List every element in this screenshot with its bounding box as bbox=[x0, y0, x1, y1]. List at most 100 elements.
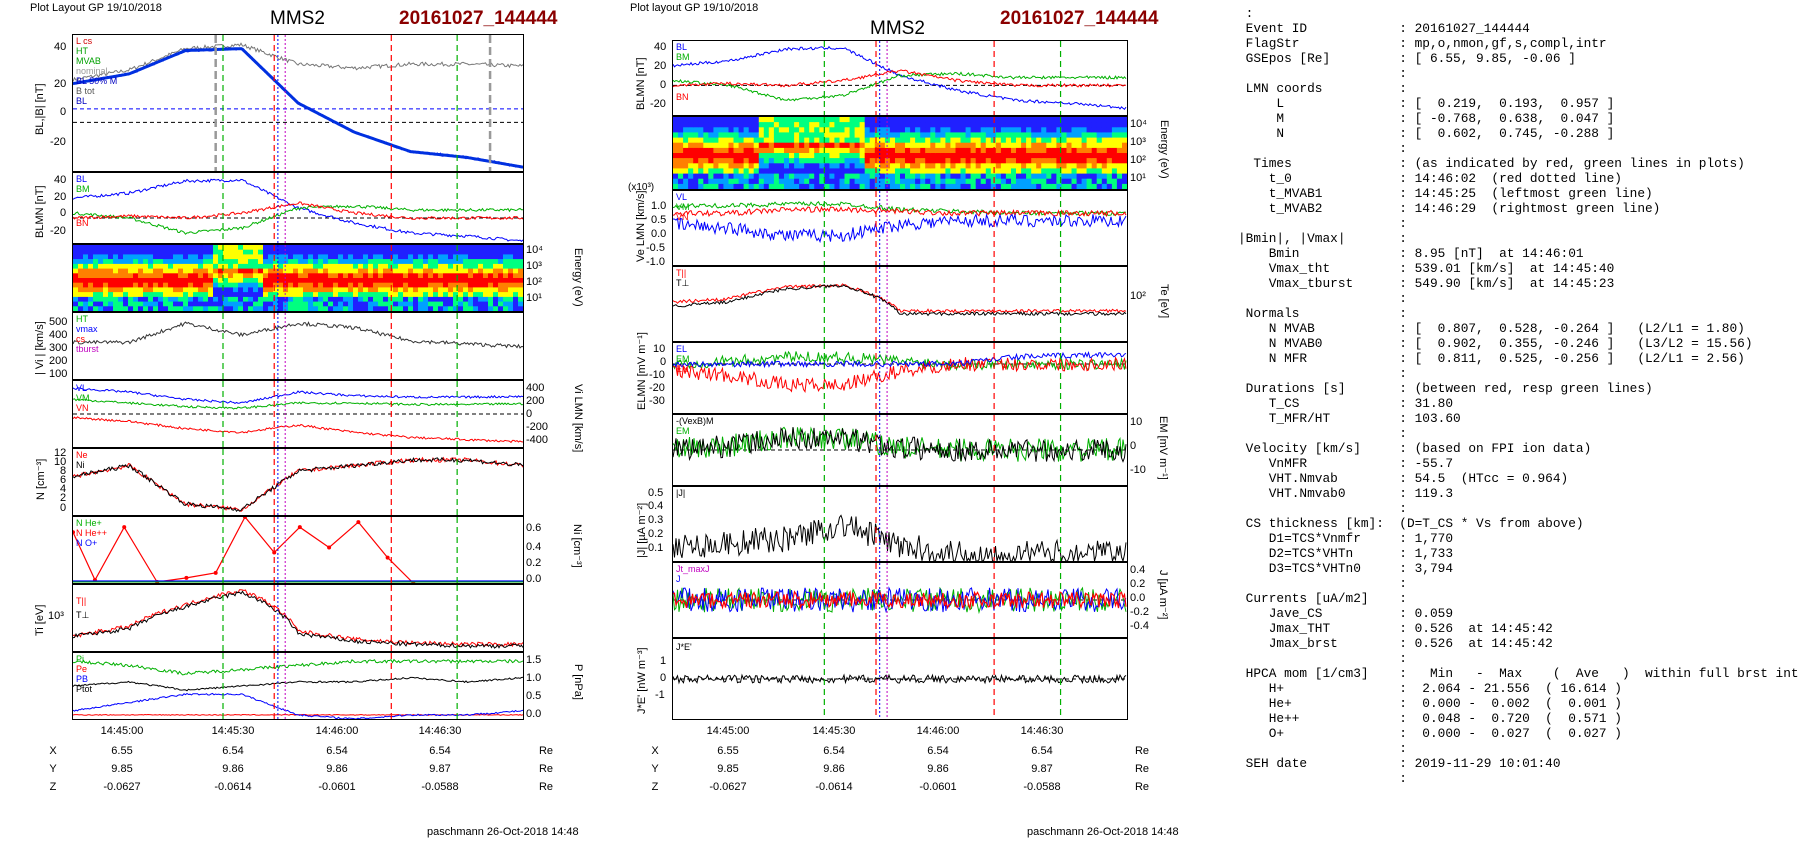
spectrogram-cell bbox=[513, 268, 519, 274]
info-line: N MFR : [ 0.811, 0.525, -0.256 ] (L2/L1 … bbox=[1238, 351, 1745, 366]
spectrogram-cell bbox=[809, 127, 815, 133]
spectrogram-cell bbox=[789, 117, 795, 123]
spectrogram-cell bbox=[103, 278, 109, 284]
spectrogram-cell bbox=[1061, 147, 1067, 154]
spectrogram-cell bbox=[228, 249, 234, 255]
spectrogram-cell bbox=[238, 268, 244, 274]
spectrogram-cell bbox=[493, 287, 499, 293]
spectrogram-cell bbox=[1051, 122, 1057, 128]
spectrogram-cell bbox=[723, 117, 729, 123]
spectrogram-cell bbox=[819, 163, 825, 169]
spectrogram-cell bbox=[298, 259, 304, 265]
spectrogram-cell bbox=[1111, 153, 1118, 159]
spectrogram-cell bbox=[308, 268, 314, 274]
spectrogram-cell bbox=[508, 301, 514, 307]
spectrogram-cell bbox=[970, 173, 977, 180]
tick: 0.4 bbox=[648, 500, 664, 512]
spectrogram-cell bbox=[698, 178, 704, 185]
spectrogram-cell bbox=[288, 268, 294, 274]
legend-item: Ni bbox=[76, 460, 85, 470]
spectrogram-cell bbox=[213, 282, 219, 288]
spectrogram-cell bbox=[733, 127, 739, 133]
spectrogram-cell bbox=[920, 153, 926, 159]
spectrogram-cell bbox=[378, 287, 384, 293]
spectrogram-cell bbox=[970, 142, 977, 149]
spectrogram-cell bbox=[723, 168, 729, 174]
spectrogram-cell bbox=[768, 147, 775, 154]
spectrogram-cell bbox=[163, 292, 169, 298]
right-em-ylabel: EM [mV m⁻¹] bbox=[1157, 416, 1169, 480]
spectrogram-cell bbox=[88, 263, 94, 270]
tick: 0.5 bbox=[651, 214, 667, 226]
spectrogram-cell bbox=[338, 292, 344, 298]
spectrogram-cell bbox=[473, 287, 479, 293]
spectrogram-cell bbox=[138, 263, 144, 270]
tick: 10¹ bbox=[1130, 172, 1146, 184]
spectrogram-cell bbox=[403, 278, 409, 284]
spectrogram-cell bbox=[443, 282, 449, 288]
spectrogram-cell bbox=[403, 296, 409, 303]
spectrogram-cell bbox=[378, 296, 384, 303]
spectrogram-cell bbox=[930, 117, 936, 123]
spectrogram-cell bbox=[228, 273, 234, 279]
spectrogram-cell bbox=[338, 259, 344, 265]
spectrogram-cell bbox=[1051, 132, 1057, 138]
spectrogram-cell bbox=[995, 117, 1002, 123]
spectrogram-cell bbox=[128, 273, 134, 279]
spectrogram-cell bbox=[78, 268, 84, 274]
spectrogram-cell bbox=[804, 147, 810, 154]
spectrogram-cell bbox=[1031, 132, 1037, 138]
spectrogram-cell bbox=[1046, 137, 1052, 144]
spectrogram-cell bbox=[678, 178, 684, 185]
spectrogram-cell bbox=[173, 263, 179, 270]
spectrogram-cell bbox=[433, 301, 439, 307]
spectrogram-cell bbox=[905, 137, 911, 144]
left-vi-ylabel: | Vi | [km/s] bbox=[34, 321, 46, 375]
spectrogram-cell bbox=[1071, 142, 1077, 149]
spectrogram-cell bbox=[188, 296, 194, 303]
spectrogram-cell bbox=[1000, 137, 1007, 144]
spectrogram-cell bbox=[353, 287, 359, 293]
spectrogram-cell bbox=[824, 173, 830, 180]
left-vi-legend: HT vmax cs tburst bbox=[76, 314, 99, 354]
position-value: 6.54 bbox=[927, 745, 949, 757]
spectrogram-cell bbox=[218, 263, 224, 270]
spectrogram-cell bbox=[183, 282, 189, 288]
spectrogram-cell bbox=[678, 147, 684, 154]
spectrogram-cell bbox=[373, 301, 379, 307]
spectrogram-cell bbox=[78, 292, 84, 298]
spectrogram-cell bbox=[173, 245, 179, 251]
spectrogram-cell bbox=[980, 168, 987, 174]
spectrogram-cell bbox=[920, 132, 926, 138]
spectrogram-cell bbox=[930, 142, 936, 149]
spectrogram-cell bbox=[905, 132, 911, 138]
spectrogram-cell bbox=[428, 273, 434, 279]
spectrogram-cell bbox=[708, 122, 714, 128]
spectrogram-cell bbox=[193, 263, 199, 270]
spectrogram-cell bbox=[153, 282, 159, 288]
spectrogram-cell bbox=[483, 306, 489, 311]
spectrogram-cell bbox=[508, 268, 514, 274]
spectrogram-cell bbox=[323, 273, 329, 279]
spectrogram-cell bbox=[698, 153, 704, 159]
nhepp-point bbox=[327, 545, 332, 550]
position-unit: Re bbox=[538, 745, 554, 757]
spectrogram-cell bbox=[418, 287, 424, 293]
spectrogram-cell bbox=[123, 273, 129, 279]
info-line: Jave_CS : 0.059 bbox=[1238, 606, 1454, 621]
spectrogram-cell bbox=[789, 173, 795, 180]
tick: 0.1 bbox=[648, 542, 664, 554]
right-e-ylabel: ELMN [mV m⁻¹] bbox=[636, 332, 648, 410]
spectrogram-cell bbox=[970, 178, 977, 185]
spectrogram-cell bbox=[158, 273, 164, 279]
spectrogram-cell bbox=[483, 259, 489, 265]
spectrogram-cell bbox=[1071, 178, 1077, 185]
spectrogram-cell bbox=[328, 306, 334, 311]
spectrogram-cell bbox=[920, 168, 926, 174]
spectrogram-cell bbox=[393, 245, 399, 251]
spectrogram-cell bbox=[268, 296, 274, 303]
spectrogram-cell bbox=[473, 278, 479, 284]
spectrogram-cell bbox=[313, 263, 319, 270]
spectrogram-cell bbox=[985, 183, 992, 189]
spectrogram-cell bbox=[98, 249, 104, 255]
